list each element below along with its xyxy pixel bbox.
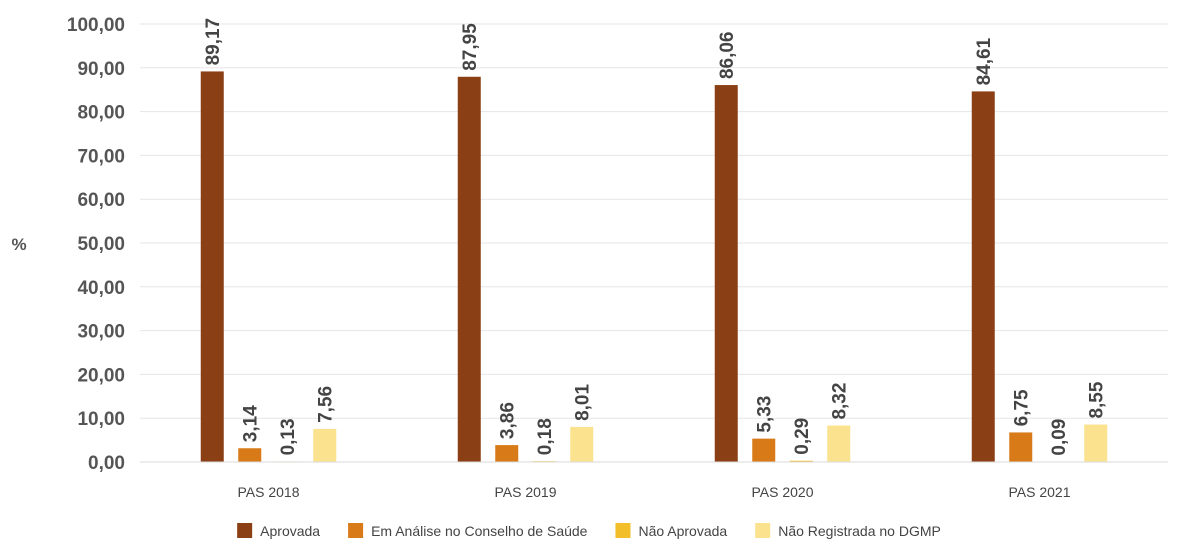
bar xyxy=(313,428,337,462)
y-tick-label: 60,00 xyxy=(77,190,125,211)
bar xyxy=(238,448,262,462)
y-tick-label: 40,00 xyxy=(77,278,125,299)
y-tick-label: 0,00 xyxy=(88,453,125,474)
data-label: 8,55 xyxy=(1087,381,1108,418)
data-label: 0,18 xyxy=(535,418,556,455)
legend-item: Aprovada xyxy=(237,523,320,539)
legend-label: Em Análise no Conselho de Saúde xyxy=(371,523,588,539)
data-label: 3,86 xyxy=(498,402,519,439)
x-category-label: PAS 2020 xyxy=(751,484,813,500)
legend-label: Não Aprovada xyxy=(638,523,727,539)
x-category-label: PAS 2018 xyxy=(237,484,299,500)
legend-label: Não Registrada no DGMP xyxy=(778,523,941,539)
legend-swatch xyxy=(348,523,364,538)
x-category-label: PAS 2021 xyxy=(1008,484,1070,500)
legend-swatch xyxy=(237,523,253,538)
y-tick-label: 80,00 xyxy=(77,103,125,124)
data-label: 8,32 xyxy=(830,383,851,420)
bar xyxy=(752,438,776,462)
legend-item: Não Aprovada xyxy=(615,523,727,539)
data-labels: 89,17 3,14 0,13 7,56 87,95 3,86 0,18 8,01 86,06 5… xyxy=(203,18,1108,456)
bar xyxy=(570,426,594,462)
data-label: 84,61 xyxy=(974,37,995,85)
data-label: 5,33 xyxy=(755,396,776,433)
bar xyxy=(1084,424,1108,462)
legend-swatch xyxy=(755,523,771,538)
data-label: 7,56 xyxy=(316,386,337,423)
x-axis-categories: PAS 2018 PAS 2019 PAS 2020 PAS 2021 xyxy=(237,484,1070,500)
legend: Aprovada Em Análise no Conselho de Saúde N… xyxy=(237,523,941,539)
bar xyxy=(457,76,481,463)
y-axis-label: % xyxy=(11,235,26,254)
y-axis-ticks: 0,00 10,00 20,00 30,00 40,00 50,00 60,00 70,00 8… xyxy=(67,15,125,474)
bar xyxy=(714,85,738,463)
bar xyxy=(971,91,995,462)
data-label: 0,09 xyxy=(1049,419,1070,456)
data-label: 87,95 xyxy=(460,23,481,71)
bar xyxy=(200,71,224,463)
legend-label: Aprovada xyxy=(260,523,320,539)
data-label: 8,01 xyxy=(573,384,594,421)
legend-item: Em Análise no Conselho de Saúde xyxy=(348,523,588,539)
data-label: 0,29 xyxy=(792,418,813,455)
data-label: 0,13 xyxy=(278,418,299,455)
bar xyxy=(827,425,851,462)
y-tick-label: 20,00 xyxy=(77,365,125,386)
gridlines xyxy=(140,23,1168,419)
data-label: 3,14 xyxy=(241,405,262,442)
y-tick-label: 100,00 xyxy=(67,15,125,36)
y-tick-label: 50,00 xyxy=(77,234,125,255)
bars xyxy=(200,71,1108,463)
bar xyxy=(495,445,519,462)
y-tick-label: 10,00 xyxy=(77,409,125,430)
data-label: 6,75 xyxy=(1012,389,1033,426)
legend-item: Não Registrada no DGMP xyxy=(755,523,941,539)
data-label: 86,06 xyxy=(717,32,738,80)
legend-swatch xyxy=(615,523,631,538)
y-tick-label: 70,00 xyxy=(77,146,125,167)
data-label: 89,17 xyxy=(203,18,224,66)
x-category-label: PAS 2019 xyxy=(494,484,556,500)
bar xyxy=(1009,432,1033,462)
bar xyxy=(789,460,813,462)
y-tick-label: 30,00 xyxy=(77,322,125,343)
y-tick-label: 90,00 xyxy=(77,59,125,80)
